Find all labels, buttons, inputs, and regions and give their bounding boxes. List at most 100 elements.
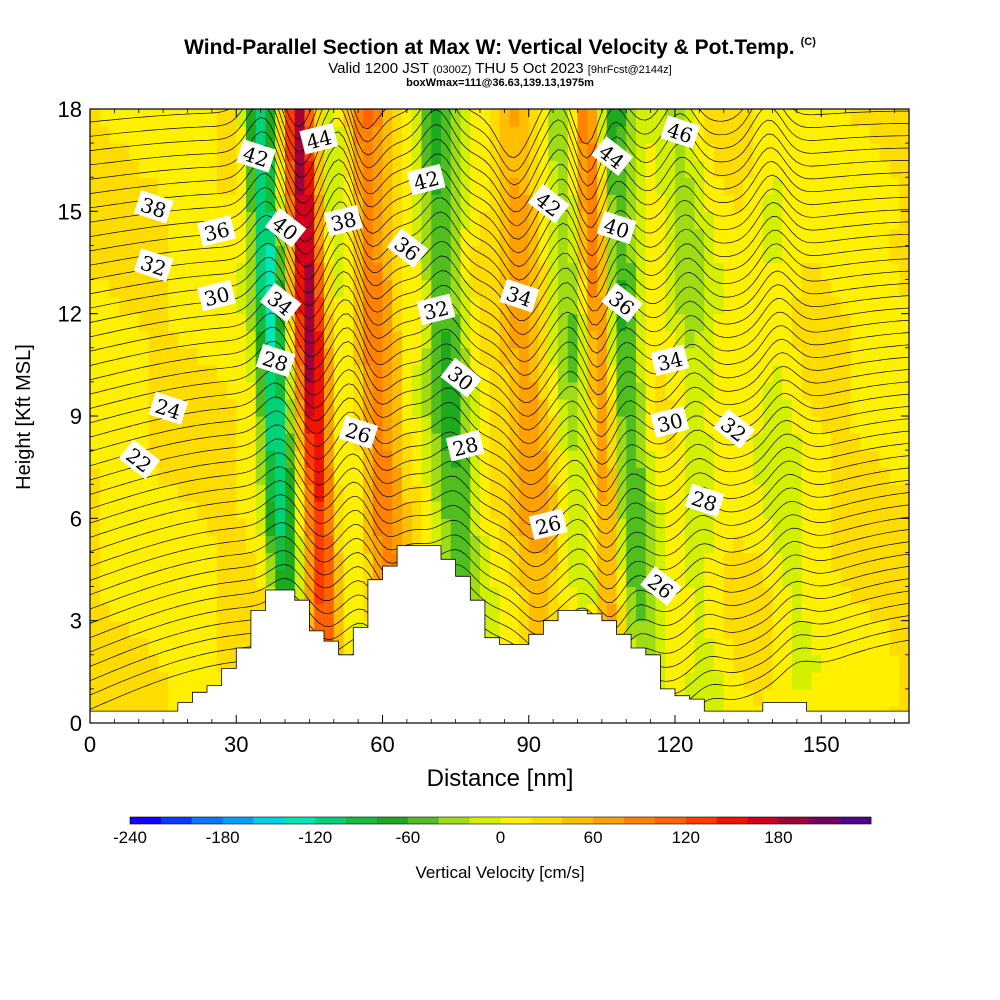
velocity-cell	[187, 518, 198, 536]
velocity-cell	[246, 450, 257, 468]
velocity-cell	[558, 586, 569, 605]
velocity-cell	[636, 381, 647, 400]
theta-contour-line	[90, 229, 909, 335]
velocity-cell	[840, 688, 852, 707]
velocity-cell	[831, 535, 842, 554]
velocity-cell	[743, 552, 754, 571]
velocity-cell	[275, 569, 286, 588]
theta-contour-line	[90, 522, 909, 622]
velocity-cell	[723, 313, 735, 332]
velocity-cell	[684, 109, 696, 127]
velocity-cell	[343, 279, 354, 298]
velocity-cell	[372, 484, 384, 502]
velocity-cell	[792, 330, 803, 349]
velocity-cell	[421, 433, 432, 451]
velocity-cell	[626, 620, 637, 639]
colorbar-swatch	[346, 817, 378, 824]
velocity-cell	[753, 433, 764, 451]
velocity-cell	[90, 228, 101, 247]
velocity-cell	[665, 313, 676, 332]
velocity-cell	[645, 637, 657, 656]
velocity-cell	[177, 552, 189, 571]
velocity-cell	[879, 160, 891, 178]
velocity-cell	[782, 484, 793, 502]
velocity-cell	[694, 450, 705, 468]
velocity-cell	[597, 484, 608, 502]
velocity-cell	[723, 109, 735, 127]
contour-label: 36	[197, 215, 236, 247]
velocity-cell	[255, 450, 267, 468]
velocity-cell	[675, 654, 686, 673]
velocity-cell	[129, 313, 140, 332]
velocity-cell	[236, 347, 247, 366]
velocity-cell	[304, 330, 315, 349]
velocity-cell	[441, 194, 452, 212]
velocity-cell	[109, 518, 120, 536]
velocity-cell	[870, 347, 881, 366]
velocity-cell	[109, 501, 120, 519]
x-tick-label: 60	[370, 732, 394, 757]
theta-contour-line	[90, 382, 909, 485]
velocity-cell	[694, 569, 705, 588]
contour-label: 26	[338, 415, 379, 449]
theta-contour-line	[90, 298, 909, 403]
velocity-cell	[324, 279, 335, 298]
velocity-cell	[870, 637, 881, 656]
velocity-cell	[187, 296, 198, 315]
velocity-cell	[509, 194, 520, 212]
velocity-cell	[899, 569, 909, 588]
velocity-cell	[811, 535, 822, 554]
velocity-cell	[314, 296, 325, 315]
velocity-cell	[90, 467, 101, 485]
velocity-cell	[558, 143, 569, 161]
velocity-cell	[509, 501, 520, 519]
velocity-cell	[304, 484, 315, 502]
velocity-cell	[158, 160, 169, 178]
velocity-cell	[704, 177, 715, 195]
velocity-cell	[265, 126, 276, 144]
velocity-cell	[714, 296, 725, 315]
velocity-cell	[567, 279, 579, 298]
velocity-cell	[850, 262, 861, 281]
velocity-cell	[548, 603, 559, 622]
velocity-cell	[470, 177, 481, 195]
velocity-cell	[870, 228, 881, 247]
velocity-cell	[246, 160, 257, 178]
velocity-cell	[762, 603, 774, 622]
velocity-cell	[246, 330, 257, 349]
velocity-cell	[119, 620, 130, 639]
velocity-cell	[402, 143, 413, 161]
colorbar-swatch	[315, 817, 347, 824]
velocity-cell	[236, 603, 247, 622]
velocity-cell	[538, 433, 549, 451]
contour-label: 30	[197, 279, 236, 312]
velocity-cell	[353, 313, 364, 332]
velocity-cell	[333, 245, 345, 264]
velocity-cell	[255, 211, 267, 229]
velocity-cell	[324, 433, 335, 451]
velocity-cell	[265, 450, 276, 468]
velocity-cell	[606, 313, 618, 332]
velocity-cell	[304, 433, 315, 451]
velocity-cell	[158, 552, 169, 571]
theta-contour-line	[90, 172, 909, 281]
velocity-cell	[870, 433, 881, 451]
contour-label: 28	[445, 429, 485, 462]
velocity-cell	[694, 535, 705, 554]
velocity-cell	[363, 569, 374, 588]
velocity-cell	[489, 569, 501, 588]
velocity-cell	[519, 211, 530, 229]
velocity-cell	[480, 484, 491, 502]
velocity-cell	[899, 637, 909, 656]
velocity-cell	[821, 177, 832, 195]
velocity-cell	[694, 671, 705, 690]
velocity-cell	[197, 654, 208, 673]
velocity-cell	[538, 450, 549, 468]
velocity-cell	[372, 501, 384, 519]
velocity-cell	[304, 364, 315, 383]
velocity-cell	[782, 245, 793, 264]
velocity-cell	[197, 143, 208, 161]
velocity-cell	[109, 347, 120, 366]
velocity-cell	[392, 211, 403, 229]
velocity-cell	[372, 296, 384, 315]
